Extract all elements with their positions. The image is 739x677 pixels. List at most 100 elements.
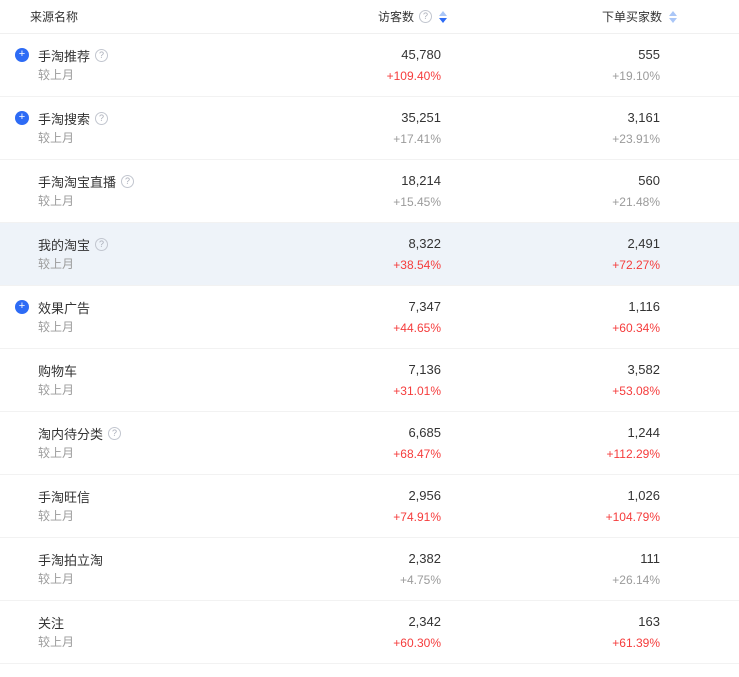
- sort-asc-icon: [669, 10, 677, 16]
- table-row[interactable]: + 关注 ? 较上月 2,342 +60.30% 163 +61.39%: [0, 601, 739, 664]
- compare-label: 较上月: [38, 383, 75, 397]
- buyers-cell: 2,491 +72.27%: [447, 223, 739, 285]
- table-body: + 手淘推荐 ? 较上月 45,780 +109.40% 555 +19.10%…: [0, 34, 739, 664]
- buyers-value: 111: [640, 551, 660, 566]
- visitors-change: +15.45%: [393, 195, 441, 209]
- buyers-value: 2,491: [627, 236, 660, 251]
- compare-label: 较上月: [38, 194, 75, 208]
- source-cell: + 手淘旺信 ? 较上月: [0, 475, 262, 537]
- help-icon[interactable]: ?: [95, 48, 109, 62]
- sort-visitors-button[interactable]: [439, 10, 447, 23]
- source-cell: + 购物车 ? 较上月: [0, 349, 262, 411]
- source-cell: + 手淘拍立淘 ? 较上月: [0, 538, 262, 600]
- help-icon[interactable]: ?: [95, 111, 109, 125]
- help-icon[interactable]: ?: [121, 174, 135, 188]
- source-name: 淘内待分类: [38, 426, 104, 442]
- buyers-cell: 555 +19.10%: [447, 34, 739, 96]
- source-column-label: 来源名称: [30, 10, 79, 24]
- buyers-change: +112.29%: [606, 447, 661, 461]
- buyers-value: 3,582: [627, 362, 660, 377]
- visitors-value: 2,956: [408, 488, 441, 503]
- buyers-value: 1,026: [627, 488, 660, 503]
- visitors-change: +17.41%: [393, 132, 441, 146]
- compare-label: 较上月: [38, 635, 75, 649]
- column-header-visitors[interactable]: 访客数 ?: [262, 0, 447, 33]
- buyers-change: +26.14%: [612, 573, 660, 587]
- buyers-change: +60.34%: [612, 321, 660, 335]
- buyers-value: 560: [638, 173, 660, 188]
- source-cell: + 淘内待分类 ? 较上月: [0, 412, 262, 474]
- visitors-change: +74.91%: [393, 510, 441, 524]
- visitors-change: +109.40%: [386, 69, 441, 83]
- compare-label: 较上月: [38, 572, 75, 586]
- add-icon[interactable]: +: [15, 48, 29, 62]
- buyers-value: 3,161: [627, 110, 660, 125]
- buyers-cell: 111 +26.14%: [447, 538, 739, 600]
- visitors-column-label: 访客数: [377, 10, 414, 24]
- source-cell: + 手淘淘宝直播 ? 较上月: [0, 160, 262, 222]
- table-row[interactable]: + 手淘淘宝直播 ? 较上月 18,214 +15.45% 560 +21.48…: [0, 160, 739, 223]
- buyers-cell: 1,026 +104.79%: [447, 475, 739, 537]
- sort-desc-icon: [669, 17, 677, 23]
- add-icon[interactable]: +: [15, 111, 29, 125]
- visitors-change: +68.47%: [393, 447, 441, 461]
- table-row[interactable]: + 效果广告 ? 较上月 7,347 +44.65% 1,116 +60.34%: [0, 286, 739, 349]
- source-name: 关注: [38, 615, 65, 631]
- help-icon[interactable]: ?: [108, 426, 122, 440]
- table-row[interactable]: + 我的淘宝 ? 较上月 8,322 +38.54% 2,491 +72.27%: [0, 223, 739, 286]
- buyers-change: +61.39%: [612, 636, 660, 650]
- table-row[interactable]: + 手淘旺信 ? 较上月 2,956 +74.91% 1,026 +104.79…: [0, 475, 739, 538]
- visitors-value: 2,342: [408, 614, 441, 629]
- visitors-cell: 7,347 +44.65%: [262, 286, 447, 348]
- table-row[interactable]: + 淘内待分类 ? 较上月 6,685 +68.47% 1,244 +112.2…: [0, 412, 739, 475]
- visitors-change: +38.54%: [393, 258, 441, 272]
- source-name: 手淘拍立淘: [38, 552, 104, 568]
- sort-asc-icon: [439, 10, 447, 16]
- buyers-change: +19.10%: [612, 69, 660, 83]
- column-header-buyers[interactable]: 下单买家数: [447, 0, 739, 33]
- source-cell: + 效果广告 ? 较上月: [0, 286, 262, 348]
- add-icon[interactable]: +: [15, 300, 29, 314]
- buyers-cell: 163 +61.39%: [447, 601, 739, 663]
- sort-buyers-button[interactable]: [669, 10, 677, 23]
- table-row[interactable]: + 购物车 ? 较上月 7,136 +31.01% 3,582 +53.08%: [0, 349, 739, 412]
- visitors-cell: 7,136 +31.01%: [262, 349, 447, 411]
- compare-label: 较上月: [38, 320, 75, 334]
- buyers-cell: 3,161 +23.91%: [447, 97, 739, 159]
- visitors-value: 7,136: [408, 362, 441, 377]
- buyers-value: 1,116: [628, 299, 660, 314]
- visitors-value: 45,780: [401, 47, 441, 62]
- compare-label: 较上月: [38, 131, 75, 145]
- visitors-cell: 8,322 +38.54%: [262, 223, 447, 285]
- visitors-cell: 18,214 +15.45%: [262, 160, 447, 222]
- buyers-column-label: 下单买家数: [601, 10, 662, 24]
- help-icon[interactable]: ?: [419, 10, 432, 23]
- buyers-change: +23.91%: [612, 132, 660, 146]
- visitors-cell: 2,956 +74.91%: [262, 475, 447, 537]
- source-name: 手淘旺信: [38, 489, 91, 505]
- visitors-value: 7,347: [408, 299, 441, 314]
- visitors-cell: 2,342 +60.30%: [262, 601, 447, 663]
- buyers-cell: 1,116 +60.34%: [447, 286, 739, 348]
- source-name: 手淘推荐: [38, 48, 91, 64]
- visitors-value: 35,251: [401, 110, 441, 125]
- help-icon[interactable]: ?: [95, 237, 109, 251]
- table-row[interactable]: + 手淘搜索 ? 较上月 35,251 +17.41% 3,161 +23.91…: [0, 97, 739, 160]
- source-cell: + 手淘推荐 ? 较上月: [0, 34, 262, 96]
- table-header: 来源名称 访客数 ? 下单买家数: [0, 0, 739, 34]
- table-row[interactable]: + 手淘拍立淘 ? 较上月 2,382 +4.75% 111 +26.14%: [0, 538, 739, 601]
- visitors-change: +60.30%: [393, 636, 441, 650]
- visitors-value: 8,322: [408, 236, 441, 251]
- visitors-change: +4.75%: [399, 573, 441, 587]
- sort-desc-icon: [439, 17, 447, 23]
- compare-label: 较上月: [38, 446, 75, 460]
- source-name: 购物车: [38, 363, 78, 379]
- buyers-change: +21.48%: [612, 195, 660, 209]
- table-row[interactable]: + 手淘推荐 ? 较上月 45,780 +109.40% 555 +19.10%: [0, 34, 739, 97]
- visitors-cell: 6,685 +68.47%: [262, 412, 447, 474]
- visitors-cell: 2,382 +4.75%: [262, 538, 447, 600]
- buyers-value: 1,244: [627, 425, 660, 440]
- visitors-change: +44.65%: [393, 321, 441, 335]
- buyers-change: +104.79%: [605, 510, 660, 524]
